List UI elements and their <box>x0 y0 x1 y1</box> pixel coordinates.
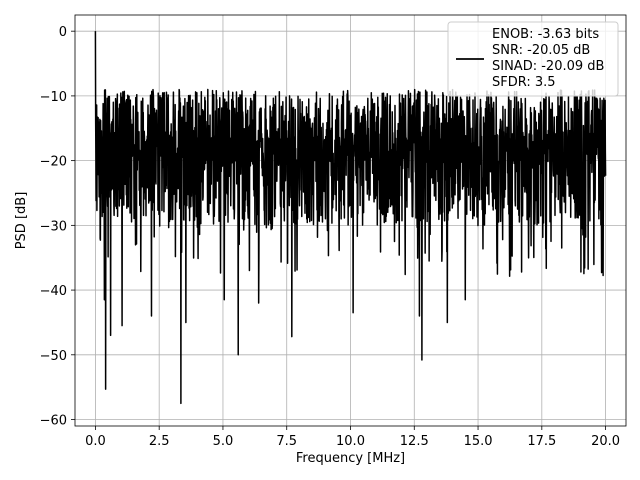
y-tick-label: −30 <box>40 219 67 234</box>
y-tick-label: −10 <box>40 90 67 105</box>
x-tick-label: 15.0 <box>464 434 493 449</box>
psd-trace <box>94 31 607 405</box>
legend: ENOB: -3.63 bits SNR: -20.05 dB SINAD: -… <box>447 21 619 97</box>
x-tick-label: 0.0 <box>85 434 106 449</box>
legend-entry-enob: ENOB: -3.63 bits <box>492 27 599 42</box>
legend-entry-sfdr: SFDR: 3.5 <box>492 75 556 90</box>
x-tick-label: 17.5 <box>527 434 556 449</box>
x-tick-label: 10.0 <box>336 434 365 449</box>
x-tick-label: 7.5 <box>276 434 297 449</box>
legend-entry-sinad: SINAD: -20.09 dB <box>492 59 604 74</box>
y-tick-label: 0 <box>59 25 67 40</box>
y-axis-ticks: 0 −10 −20 −30 −40 −50 −60 <box>40 25 75 429</box>
x-axis-label: Frequency [MHz] <box>296 451 405 466</box>
x-tick-label: 12.5 <box>400 434 429 449</box>
y-tick-label: −60 <box>40 414 67 429</box>
y-tick-label: −20 <box>40 155 67 170</box>
x-tick-label: 2.5 <box>149 434 170 449</box>
legend-entry-snr: SNR: -20.05 dB <box>492 43 590 58</box>
legend-box <box>447 21 619 97</box>
y-tick-label: −40 <box>40 284 67 299</box>
y-tick-label: −50 <box>40 349 67 364</box>
x-tick-label: 5.0 <box>213 434 234 449</box>
psd-series-line <box>94 31 607 405</box>
x-tick-label: 20.0 <box>591 434 620 449</box>
y-axis-label: PSD [dB] <box>14 192 29 250</box>
x-axis-ticks: 0.0 2.5 5.0 7.5 10.0 12.5 15.0 17.5 20.0 <box>85 426 620 449</box>
